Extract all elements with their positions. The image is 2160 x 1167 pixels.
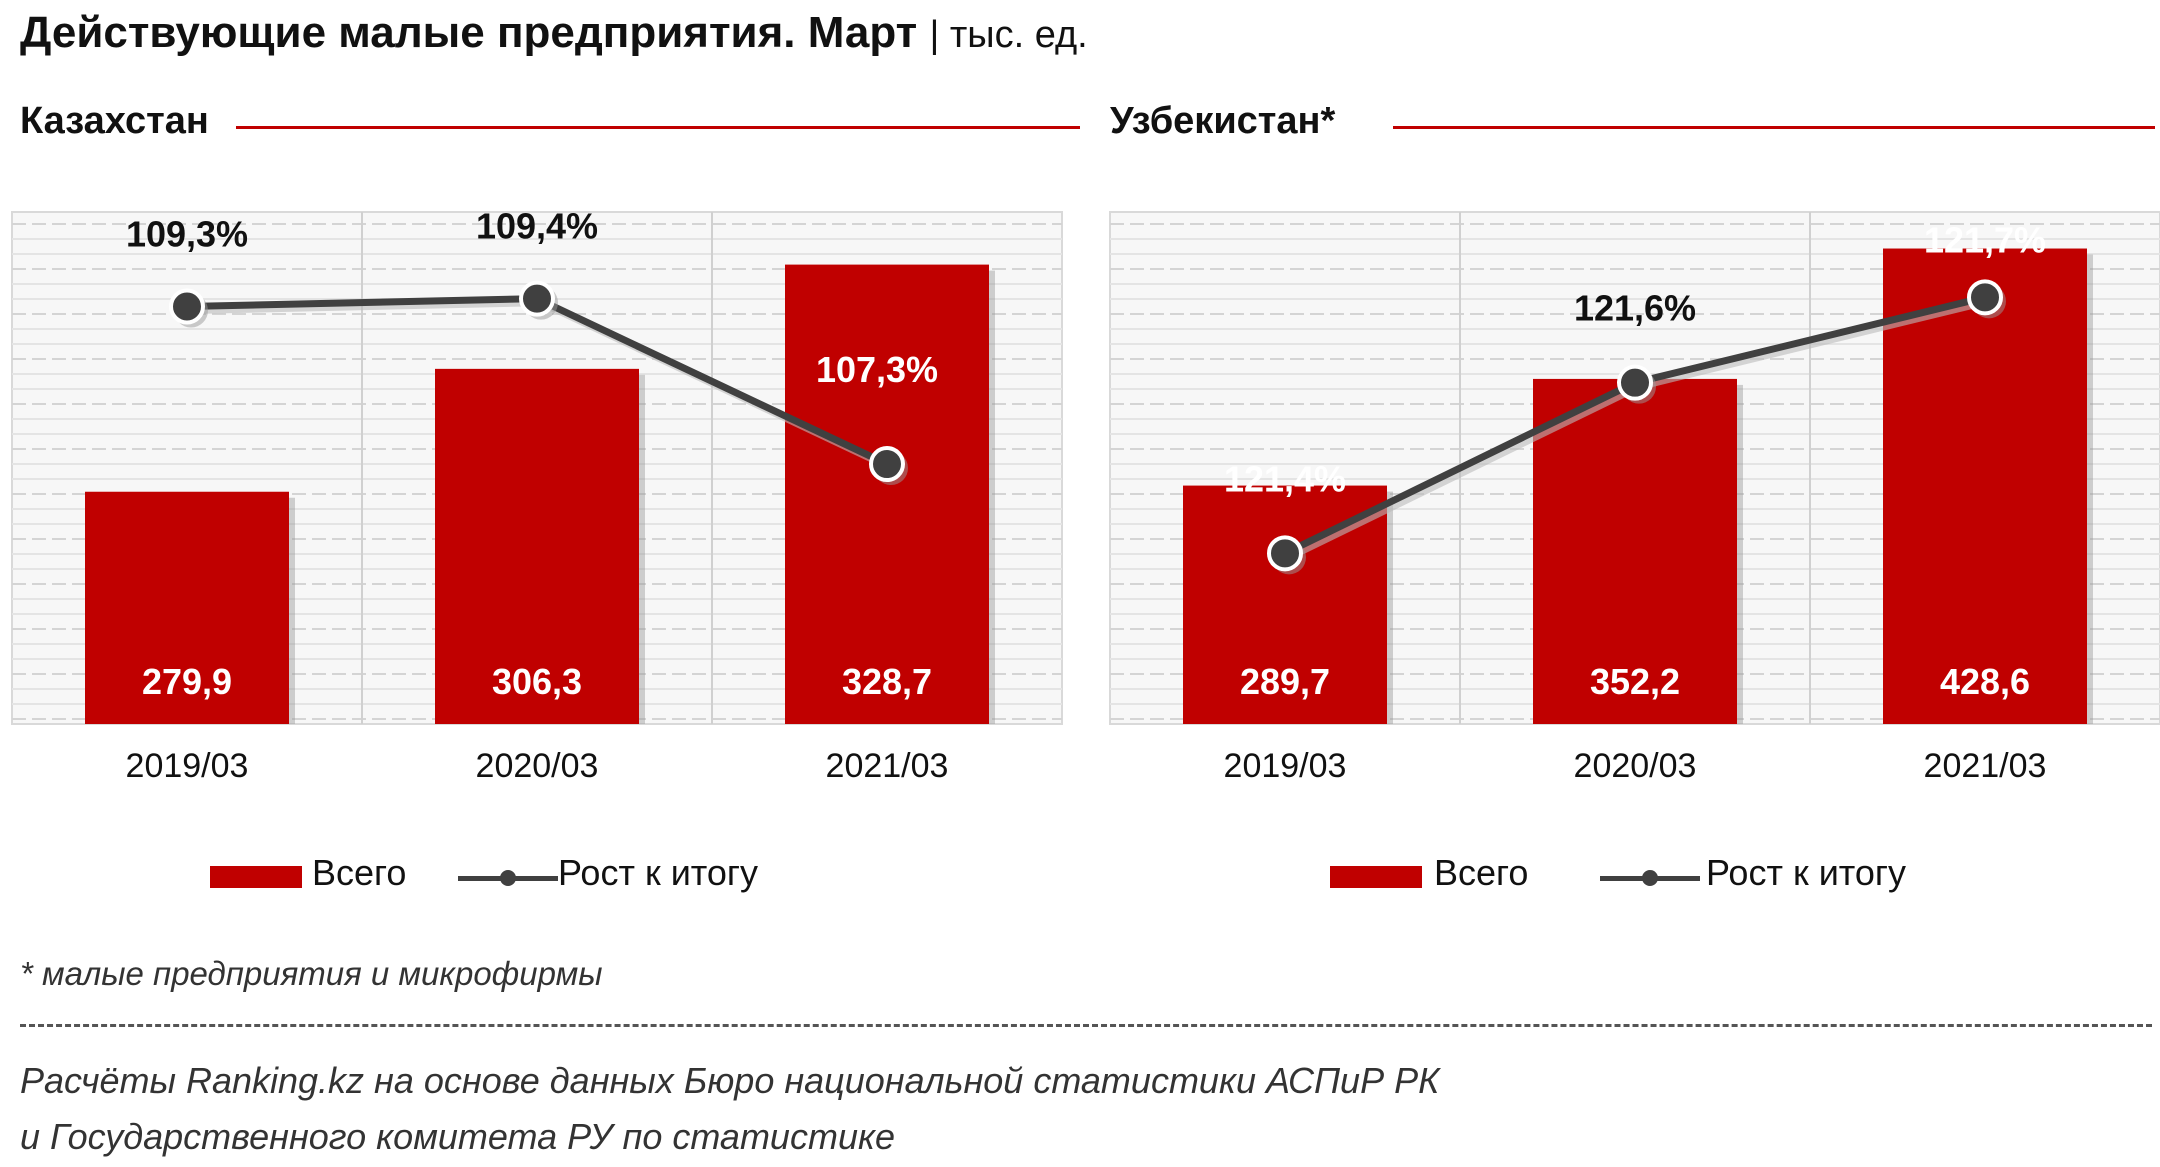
page-title: Действующие малые предприятия. Март | ты…	[20, 8, 1088, 58]
legend-uzbekistan: Всего Рост к итогу	[1330, 852, 1950, 902]
category-tick-label: 2020/03	[476, 747, 599, 785]
panel-rule-uzbekistan	[1393, 126, 2155, 129]
category-tick-label: 2019/03	[1224, 747, 1347, 785]
panel-rule-kazakhstan	[236, 126, 1080, 129]
legend-bar-swatch	[210, 866, 302, 888]
panel-title-kazakhstan: Казахстан	[20, 100, 209, 142]
legend-kazakhstan: Всего Рост к итогу	[210, 852, 810, 902]
bar-value-label: 352,2	[1590, 661, 1680, 702]
bar-value-label: 428,6	[1940, 661, 2030, 702]
panel-title-uzbekistan: Узбекистан*	[1110, 100, 1336, 142]
source-note: Расчёты Ranking.kz на основе данных Бюро…	[20, 1053, 1439, 1165]
chart-uzbekistan: 289,7 2019/03 352,2 2020/03 428,6 2021/03 121,…	[1109, 211, 2160, 785]
bar-value-label: 306,3	[492, 661, 582, 702]
legend-bar-swatch	[1330, 866, 1422, 888]
line-value-label: 121,6%	[1574, 288, 1696, 329]
source-line-2: и Государственного комитета РУ по статис…	[20, 1116, 895, 1157]
category-tick-label: 2020/03	[1574, 747, 1697, 785]
legend-line-label: Рост к итогу	[558, 852, 759, 893]
panel-header-kazakhstan: Казахстан	[20, 100, 1080, 152]
line-point	[519, 280, 555, 317]
footnote: * малые предприятия и микрофирмы	[20, 955, 603, 992]
legend-line-swatch	[1600, 870, 1700, 886]
legend-bar-label: Всего	[1434, 852, 1529, 893]
panel-header-uzbekistan: Узбекистан*	[1110, 100, 2155, 152]
line-point	[1267, 535, 1303, 572]
bar-value-label: 328,7	[842, 661, 932, 702]
line-point	[169, 288, 205, 325]
bar	[1533, 378, 1737, 724]
line-point	[1967, 279, 2003, 316]
divider	[20, 1024, 2152, 1027]
legend-bar-label: Всего	[312, 852, 407, 893]
line-value-label: 121,7%	[1924, 219, 2046, 260]
line-value-label: 109,4%	[476, 206, 598, 247]
source-line-1: Расчёты Ranking.kz на основе данных Бюро…	[20, 1060, 1440, 1101]
category-tick-label: 2021/03	[1924, 747, 2047, 785]
chart-kazakhstan: 279,9 2019/03 306,3 2020/03 328,7 2021/03 109,…	[11, 206, 1063, 785]
bar	[85, 491, 289, 724]
line-point	[869, 446, 905, 483]
bar-value-label: 279,9	[142, 661, 232, 702]
title-text: Действующие малые предприятия. Март	[20, 8, 918, 57]
bar	[435, 368, 639, 724]
bar-value-label: 289,7	[1240, 661, 1330, 702]
bar	[1883, 248, 2087, 724]
legend-line-swatch	[458, 870, 558, 886]
category-tick-label: 2019/03	[126, 747, 249, 785]
line-value-label: 121,4%	[1224, 458, 1346, 499]
line-value-label: 107,3%	[816, 349, 938, 390]
bar	[785, 264, 989, 724]
line-value-label: 109,3%	[126, 214, 248, 255]
title-unit: | тыс. ед.	[929, 14, 1088, 56]
line-point	[1617, 364, 1653, 401]
legend-line-label: Рост к итогу	[1706, 852, 1907, 893]
category-tick-label: 2021/03	[826, 747, 949, 785]
